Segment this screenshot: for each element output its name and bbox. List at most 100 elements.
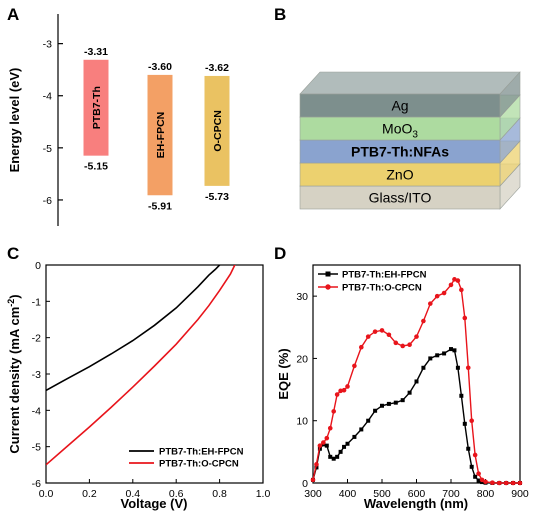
- eqe-point: [310, 477, 316, 483]
- eqe-point: [345, 384, 350, 389]
- eqe-point: [428, 301, 433, 306]
- eqe-point: [517, 480, 523, 486]
- eqe-point: [469, 464, 474, 469]
- jv-x-tick-label: 1.0: [256, 488, 271, 500]
- eqe-point: [435, 353, 440, 358]
- jv-series-line: [46, 265, 236, 466]
- eqe-point: [314, 465, 319, 470]
- jv-series: [46, 265, 236, 466]
- eqe-point: [359, 344, 364, 350]
- eqe-x-tick-label: 800: [477, 488, 495, 500]
- eqe-point: [365, 334, 371, 339]
- eqe-point: [379, 328, 385, 333]
- eqe-point: [414, 334, 419, 339]
- energy-bar: [204, 75, 230, 186]
- eqe-x-tick-label: 600: [408, 488, 426, 500]
- eqe-point: [331, 409, 337, 414]
- eqe-point: [441, 290, 447, 296]
- jv-y-tick-label: -4: [32, 405, 41, 417]
- energy-y-tick-label: -4: [43, 91, 52, 103]
- jv-y-tick-label: 0: [35, 260, 41, 272]
- jv-y-tick-label: -6: [32, 478, 41, 490]
- eqe-point: [317, 443, 323, 448]
- eqe-point: [386, 401, 391, 406]
- eqe-point: [483, 479, 488, 485]
- eqe-point: [407, 390, 412, 395]
- eqe-point: [442, 351, 447, 356]
- eqe-x-tick-label: 900: [511, 488, 529, 500]
- eqe-point: [380, 403, 384, 408]
- eqe-point: [490, 480, 495, 485]
- jv-x-tick-label: 0.4: [125, 488, 140, 500]
- bar-category-label: PTB7-Th: [91, 86, 103, 129]
- eqe-y-axis-label: EQE (%): [276, 348, 291, 399]
- energy-bar: [147, 74, 173, 196]
- jv-y-label-end: ): [7, 294, 22, 298]
- eqe-point: [324, 443, 329, 448]
- jv-legend-label: PTB7-Th:O-CPCN: [159, 459, 239, 470]
- panel-label-c: C: [7, 244, 19, 263]
- eqe-point: [400, 343, 406, 349]
- homo-label: -5.15: [84, 161, 108, 173]
- jv-ticks: 0.0 0.2 0.4 0.6 0.8 1.0 0 -1 -2 -3 -4 -5 -6: [32, 260, 271, 500]
- energy-y-tick-label: -6: [43, 195, 52, 207]
- eqe-legend-label: PTB7-Th:O-CPCN: [342, 283, 422, 294]
- jv-y-tick-label: -3: [32, 369, 41, 381]
- eqe-point: [407, 342, 412, 348]
- eqe-legend-marker: [325, 271, 331, 277]
- eqe-legend-marker: [325, 284, 331, 290]
- jv-chart: 0.0 0.2 0.4 0.6 0.8 1.0 0 -1 -2 -3 -4 -5 -6 Voltage …: [6, 260, 271, 511]
- eqe-x-tick-label: 300: [304, 488, 322, 500]
- eqe-point: [352, 434, 357, 439]
- eqe-series: [310, 277, 523, 486]
- jv-y-label-sup: -2: [6, 299, 16, 307]
- eqe-point: [428, 356, 433, 361]
- eqe-point: [414, 379, 419, 384]
- eqe-series-line: [312, 348, 520, 484]
- eqe-x-tick-label: 400: [339, 488, 357, 500]
- jv-x-tick-label: 0.8: [212, 488, 227, 500]
- eqe-x-tick-label: 700: [442, 488, 460, 500]
- eqe-point: [434, 293, 440, 299]
- stack-layer-text: PTB7-Th:NFAs: [351, 144, 449, 160]
- eqe-x-tick-label: 500: [373, 488, 391, 500]
- eqe-point: [459, 393, 464, 398]
- eqe-legend-label: PTB7-Th:EH-FPCN: [342, 270, 427, 281]
- stack-layer-label: PTB7-Th:NFAs: [351, 144, 449, 160]
- eqe-point: [386, 332, 392, 338]
- energy-bars: -3.31 -5.15 PTB7-Th -3.60 -5.91 EH-FPCN -3.62 -…: [83, 46, 230, 212]
- eqe-point: [452, 348, 457, 353]
- eqe-point: [331, 456, 336, 461]
- eqe-point: [338, 388, 343, 394]
- eqe-point: [479, 477, 485, 483]
- eqe-point: [449, 347, 453, 352]
- eqe-point: [452, 277, 457, 282]
- eqe-point: [335, 454, 340, 459]
- stack-layer-label: ZnO: [386, 167, 413, 183]
- eqe-point: [510, 480, 516, 486]
- eqe-point: [503, 480, 509, 486]
- eqe-point: [469, 418, 475, 424]
- panel-label-a: A: [7, 5, 19, 24]
- bar-category-label: O-CPCN: [212, 110, 224, 151]
- jv-legend-label: PTB7-Th:EH-FPCN: [159, 447, 244, 458]
- jv-x-tick-label: 0.6: [169, 488, 184, 500]
- eqe-point: [476, 471, 481, 476]
- eqe-point: [373, 408, 378, 413]
- panel-label-b: B: [274, 5, 286, 24]
- lumo-label: -3.31: [84, 46, 108, 58]
- eqe-point: [473, 474, 478, 479]
- jv-y-tick-label: -2: [32, 333, 41, 345]
- eqe-point: [324, 435, 330, 441]
- eqe-point: [327, 425, 333, 431]
- eqe-point: [359, 427, 364, 432]
- eqe-point: [393, 340, 399, 346]
- eqe-point: [345, 441, 350, 446]
- energy-bar: [83, 59, 109, 156]
- homo-label: -5.73: [205, 191, 229, 203]
- eqe-y-tick-label: 30: [296, 291, 308, 303]
- eqe-point: [465, 365, 471, 371]
- stack-layer-label: MoO3: [382, 121, 418, 141]
- eqe-point: [393, 400, 398, 405]
